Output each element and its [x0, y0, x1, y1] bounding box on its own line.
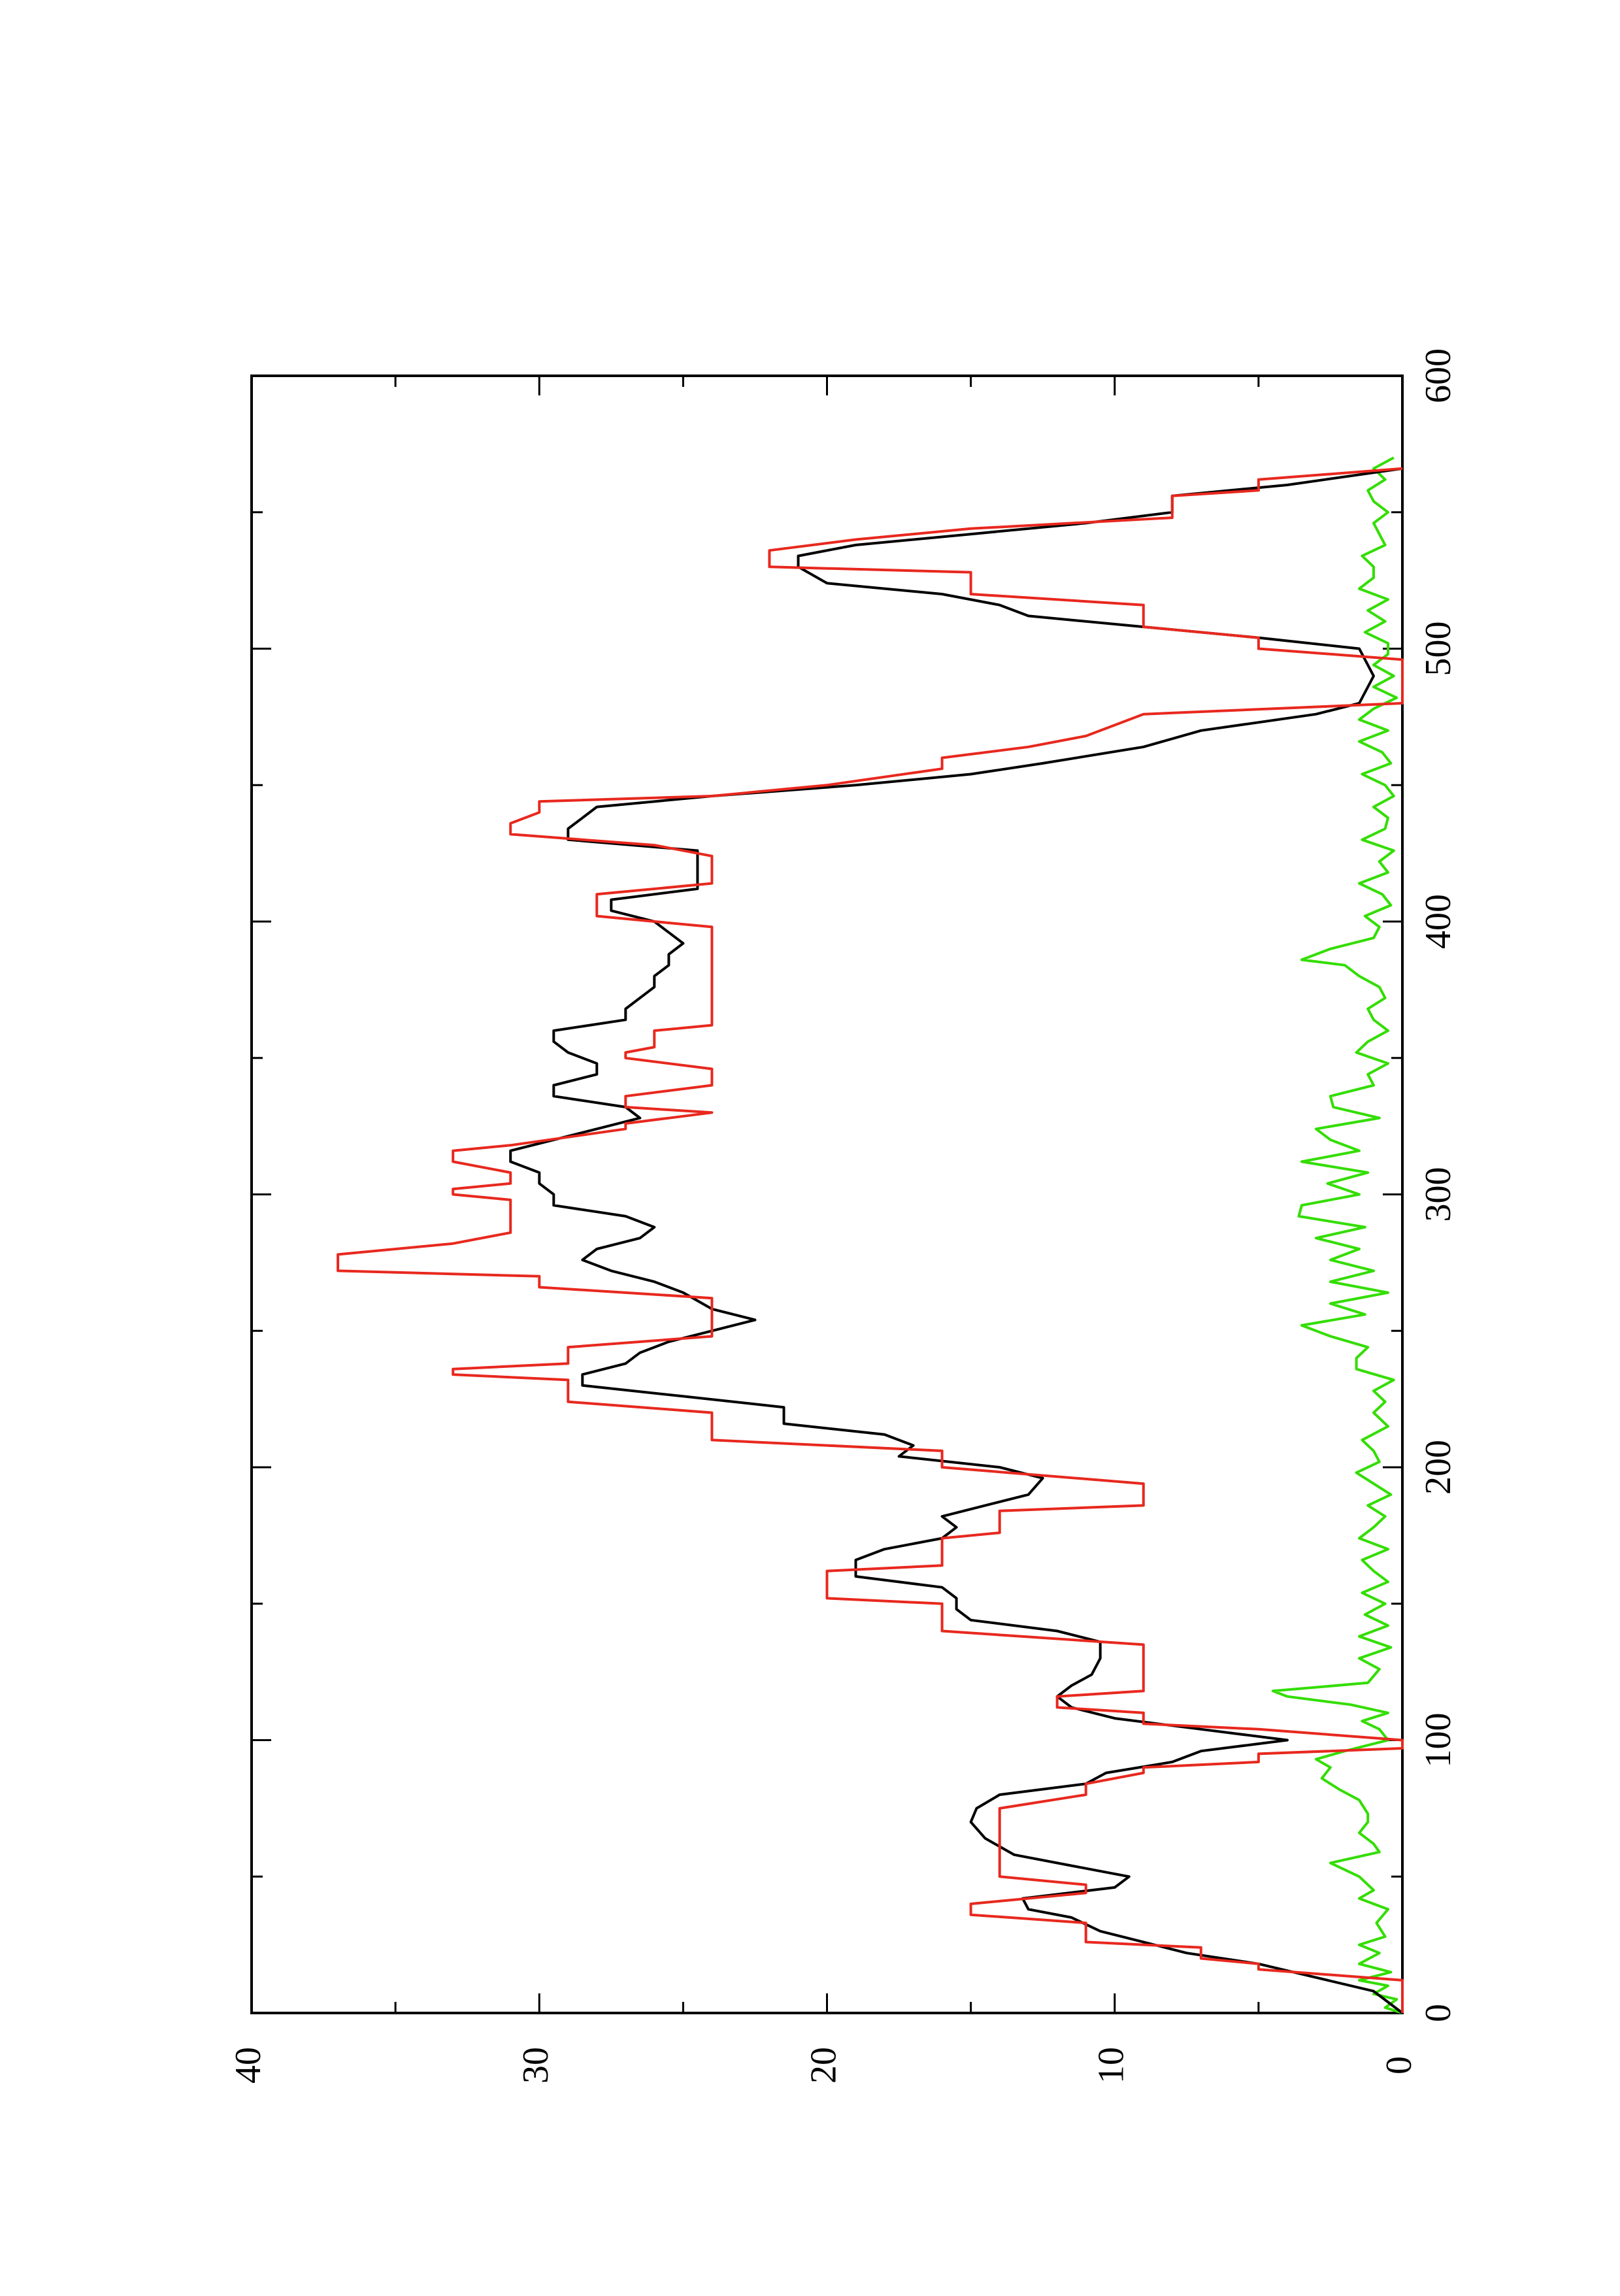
series-layer — [337, 456, 1404, 2014]
green-series-line — [1271, 456, 1403, 2014]
y-tick-label: 0 — [1379, 2056, 1419, 2074]
y-tick-label: 10 — [1091, 2047, 1132, 2084]
x-tick-label: 200 — [1418, 1440, 1459, 1495]
x-tick-label: 100 — [1418, 1713, 1459, 1768]
x-tick-label: 400 — [1418, 894, 1459, 949]
axis-ticks — [252, 376, 1402, 2013]
y-tick-label: 20 — [803, 2047, 844, 2084]
plot-frame — [250, 374, 1404, 2014]
x-tick-label: 600 — [1418, 348, 1459, 403]
axis-tick-labels: 0 100 200 300 400 500 600 0 10 20 30 40 — [228, 348, 1459, 2084]
red-series-line — [337, 467, 1404, 2013]
x-tick-label: 300 — [1418, 1167, 1459, 1222]
x-tick-label: 500 — [1418, 622, 1459, 676]
y-tick-label: 30 — [516, 2047, 556, 2084]
x-tick-label: 0 — [1418, 2004, 1459, 2022]
black-series-line — [509, 467, 1404, 2014]
y-tick-label: 40 — [228, 2047, 269, 2084]
